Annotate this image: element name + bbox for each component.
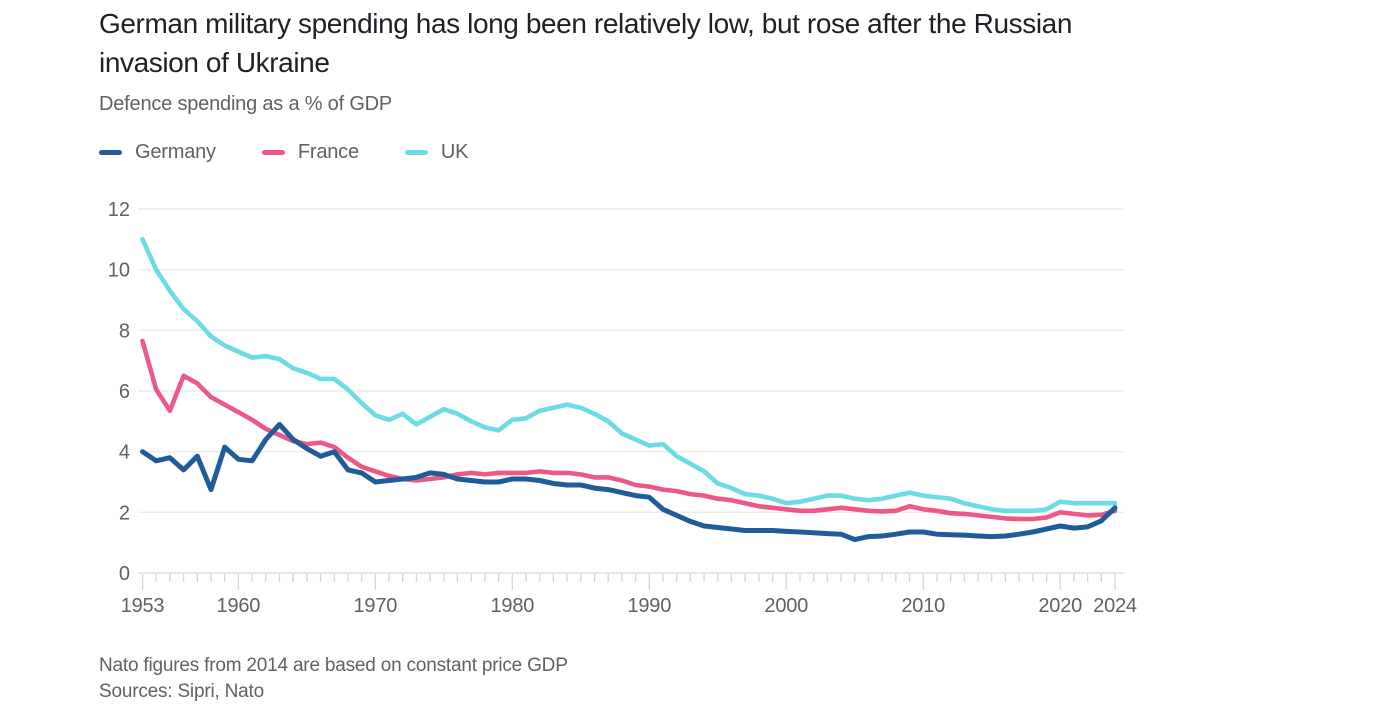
x-axis-label: 1953 <box>121 595 165 617</box>
legend-label-france: France <box>297 141 359 163</box>
legend-item-germany: Germany <box>99 141 216 164</box>
legend-swatch-uk <box>404 150 428 155</box>
legend-item-uk: UK <box>404 141 469 164</box>
legend-swatch-france <box>261 150 285 155</box>
legend-label-germany: Germany <box>135 141 216 163</box>
y-axis-label: 10 <box>108 260 130 282</box>
x-axis-label: 1980 <box>490 595 534 617</box>
legend: Germany France UK <box>99 141 514 164</box>
y-axis-label: 0 <box>119 563 130 585</box>
y-axis-label: 6 <box>119 381 130 403</box>
x-axis-label: 1960 <box>217 595 261 617</box>
x-axis-label: 1990 <box>627 595 671 617</box>
y-axis-label: 2 <box>119 502 130 524</box>
x-axis-label: 2024 <box>1093 595 1137 617</box>
x-axis-label: 1970 <box>354 595 398 617</box>
chart-subtitle: Defence spending as a % of GDP <box>99 93 393 115</box>
legend-label-uk: UK <box>440 141 469 163</box>
chart-sources: Sources: Sipri, Nato <box>99 681 264 702</box>
y-axis-label: 4 <box>119 442 130 464</box>
y-axis-label: 8 <box>119 320 130 342</box>
x-axis-label: 2010 <box>901 595 945 617</box>
x-axis-label: 2020 <box>1038 595 1082 617</box>
y-axis-label: 12 <box>108 199 130 221</box>
chart-title: German military spending has long been r… <box>99 8 1073 79</box>
series-line-france <box>140 338 1118 522</box>
legend-item-france: France <box>261 141 359 164</box>
legend-swatch-germany <box>99 150 122 155</box>
chart-footnote: Nato figures from 2014 are based on cons… <box>99 655 568 676</box>
series-line-uk <box>140 237 1118 514</box>
x-axis-label: 2000 <box>764 595 808 617</box>
series-line-germany <box>140 421 1118 543</box>
